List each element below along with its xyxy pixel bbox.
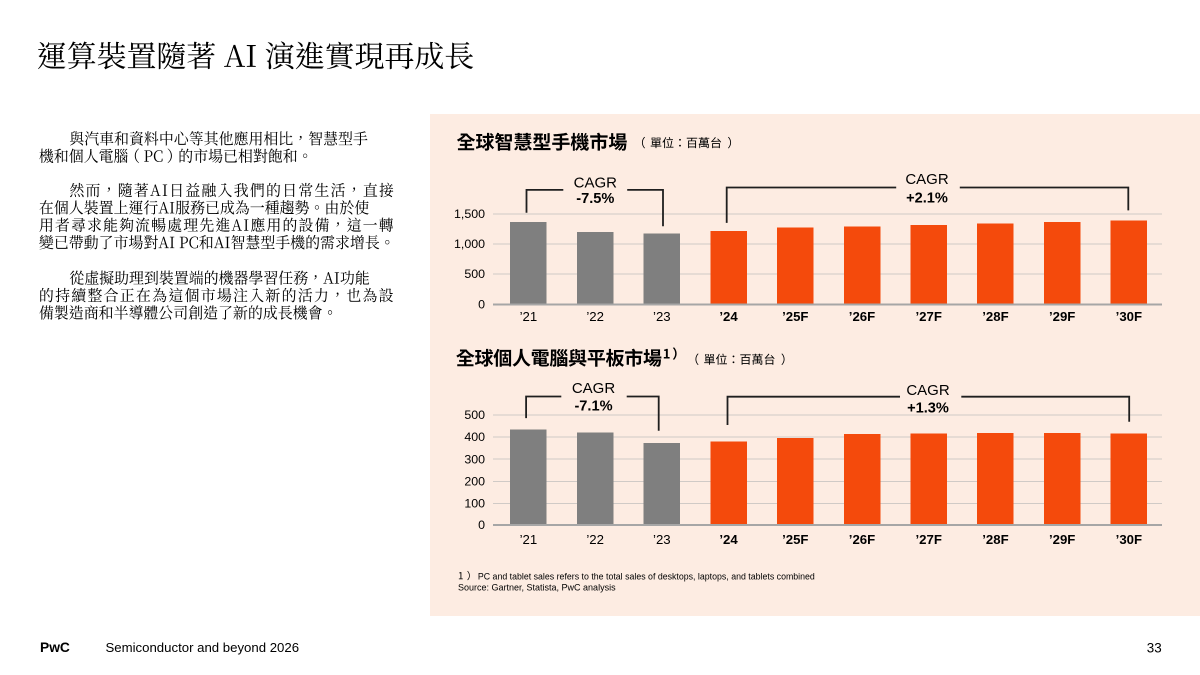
svg-text:’22: ’22 <box>586 532 604 547</box>
svg-text:’21: ’21 <box>520 532 538 547</box>
svg-text:’29F: ’29F <box>1049 309 1075 324</box>
svg-text:’30F: ’30F <box>1116 309 1142 324</box>
svg-text:-7.1%: -7.1% <box>574 399 612 415</box>
svg-text:200: 200 <box>464 474 485 488</box>
svg-text:’26F: ’26F <box>849 309 875 324</box>
svg-text:’25F: ’25F <box>782 532 808 547</box>
svg-text:Source: Gartner, Statista, PwC: Source: Gartner, Statista, PwC analysis <box>458 583 616 593</box>
svg-text:CAGR: CAGR <box>906 382 950 399</box>
svg-text:’25F: ’25F <box>782 309 808 324</box>
svg-text:300: 300 <box>464 452 485 466</box>
svg-text:’28F: ’28F <box>982 309 1008 324</box>
svg-text:33: 33 <box>1147 641 1162 656</box>
svg-text:1,000: 1,000 <box>454 237 485 251</box>
svg-text:’26F: ’26F <box>849 532 875 547</box>
svg-text:500: 500 <box>464 408 485 422</box>
svg-text:’22: ’22 <box>586 309 604 324</box>
svg-text:CAGR: CAGR <box>574 175 618 192</box>
svg-text:100: 100 <box>464 496 485 510</box>
svg-text:+1.3%: +1.3% <box>907 401 949 417</box>
svg-text:’30F: ’30F <box>1116 532 1142 547</box>
svg-text:400: 400 <box>464 430 485 444</box>
svg-text:+2.1%: +2.1% <box>906 190 948 206</box>
svg-text:’23: ’23 <box>653 309 671 324</box>
svg-text:’28F: ’28F <box>982 532 1008 547</box>
svg-text:’24: ’24 <box>719 532 738 547</box>
svg-text:CAGR: CAGR <box>572 380 616 397</box>
svg-text:Semiconductor and beyond 2026: Semiconductor and beyond 2026 <box>106 640 300 655</box>
svg-text:’27F: ’27F <box>916 309 942 324</box>
svg-text:PC and tablet sales refers to: PC and tablet sales refers to the total … <box>478 571 815 581</box>
svg-text:’29F: ’29F <box>1049 532 1075 547</box>
svg-text:500: 500 <box>464 267 485 281</box>
svg-text:1,500: 1,500 <box>454 207 485 221</box>
svg-text:’23: ’23 <box>653 532 671 547</box>
svg-text:CAGR: CAGR <box>905 171 949 188</box>
svg-text:-7.5%: -7.5% <box>576 191 614 207</box>
svg-text:PwC: PwC <box>40 640 70 655</box>
svg-text:0: 0 <box>478 298 485 312</box>
svg-text:’27F: ’27F <box>916 532 942 547</box>
svg-text:0: 0 <box>478 518 485 532</box>
svg-text:’21: ’21 <box>520 309 538 324</box>
svg-text:’24: ’24 <box>719 309 738 324</box>
